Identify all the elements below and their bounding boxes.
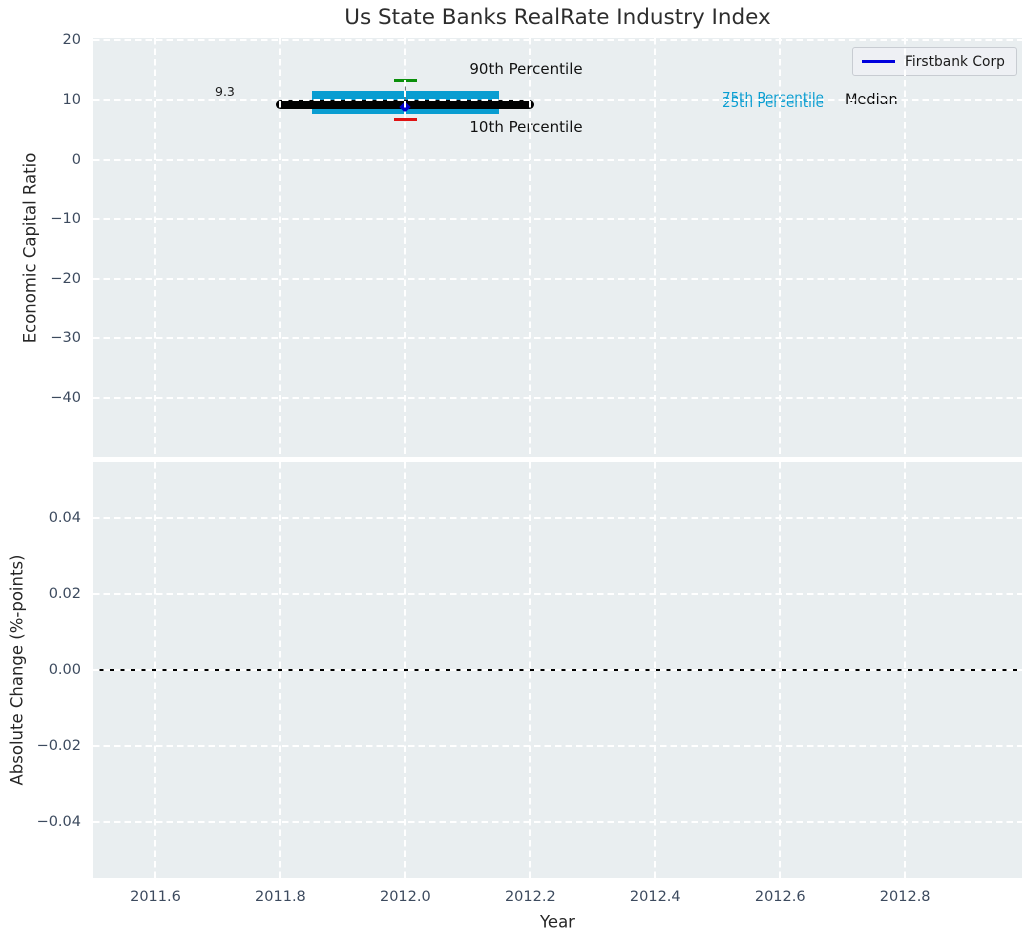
y-tick-label: 0.04 xyxy=(48,509,81,526)
gridline-vertical xyxy=(154,38,157,457)
x-axis-label: Year xyxy=(540,912,575,932)
x-tick-label: 2012.6 xyxy=(754,889,806,905)
annotation-10th-percentile: 10th Percentile xyxy=(469,117,583,136)
gridline-horizontal xyxy=(93,277,1022,280)
gridline-horizontal xyxy=(93,39,1022,42)
gridline-horizontal xyxy=(93,218,1022,221)
y-tick-label: −40 xyxy=(50,389,81,406)
top-plot: 9.3 90th Percentile 10th Percentile 75th… xyxy=(93,38,1022,457)
gridline-vertical xyxy=(529,38,532,457)
company-value-label: 9.3 xyxy=(215,84,235,99)
y-tick-label: −20 xyxy=(50,270,81,287)
gridline-horizontal xyxy=(93,745,1022,748)
gridline-horizontal xyxy=(93,337,1022,340)
x-tick-label: 2011.6 xyxy=(130,889,181,905)
gridline-horizontal xyxy=(93,396,1022,399)
gridline-horizontal xyxy=(93,158,1022,161)
legend-label: Firstbank Corp xyxy=(905,53,1005,70)
gridline-vertical xyxy=(654,38,657,457)
gridline-vertical xyxy=(779,38,782,457)
y-tick-label: −30 xyxy=(50,330,81,347)
annotation-75th-percentile: 75th Percentile xyxy=(722,90,824,106)
gridline-vertical xyxy=(904,38,907,457)
gridline-vertical xyxy=(279,38,282,457)
x-tick-label: 2012.2 xyxy=(504,889,556,905)
y-tick-label: −10 xyxy=(50,211,81,228)
gridline-horizontal xyxy=(93,98,1022,101)
y-axis-label-top: Economic Capital Ratio xyxy=(20,152,40,343)
y-tick-label: −0.04 xyxy=(36,814,81,831)
y-tick-label: 0 xyxy=(71,151,81,168)
gridline-horizontal xyxy=(93,592,1022,595)
x-tick-label: 2012.4 xyxy=(629,889,681,905)
y-tick-label: −0.02 xyxy=(36,738,81,755)
x-tick-label: 2011.8 xyxy=(255,889,306,905)
gridline-horizontal xyxy=(93,821,1022,824)
bottom-plot xyxy=(93,462,1022,878)
gridline-horizontal xyxy=(93,516,1022,519)
y-tick-label: 0.00 xyxy=(48,662,81,678)
y-tick-label: 0.02 xyxy=(48,585,81,602)
annotation-90th-percentile: 90th Percentile xyxy=(469,59,583,78)
gridline-vertical xyxy=(404,38,407,457)
gridline-horizontal xyxy=(93,669,1022,671)
y-tick-label: 10 xyxy=(62,91,81,108)
legend: Firstbank Corp xyxy=(852,47,1017,76)
x-tick-label: 2012.8 xyxy=(879,889,931,905)
annotation-25th-percentile: 25th Percentile xyxy=(722,95,824,111)
x-tick-label: 2012.0 xyxy=(379,889,431,905)
legend-line-swatch xyxy=(862,60,895,63)
y-tick-label: 20 xyxy=(62,32,81,49)
chart-title: Us State Banks RealRate Industry Index xyxy=(344,5,771,30)
